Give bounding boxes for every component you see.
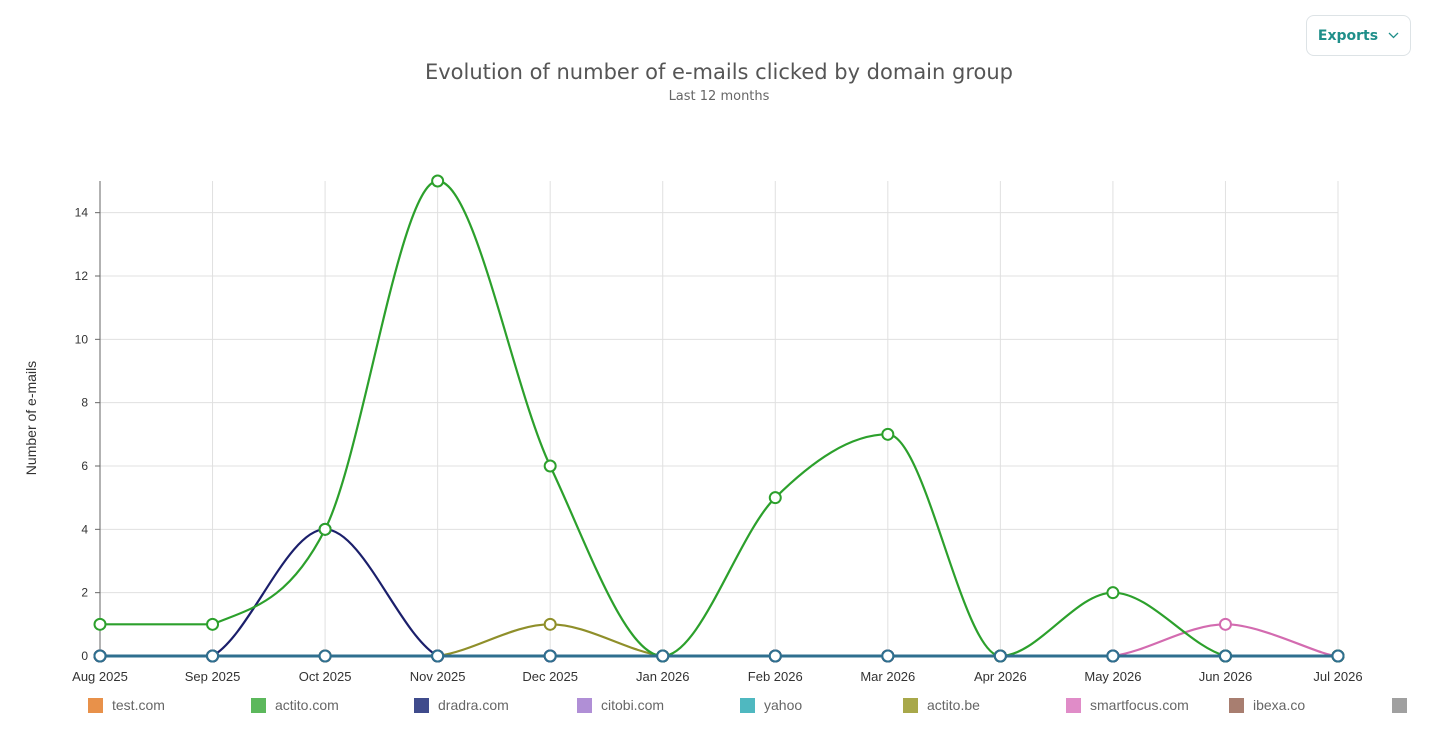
legend-item[interactable]: actito.com [251, 696, 339, 714]
legend-swatch [251, 697, 266, 713]
legend-item[interactable]: test.com [88, 696, 165, 714]
legend-label: yahoo [764, 697, 803, 713]
exports-button[interactable]: Exports [1306, 15, 1411, 56]
legend-label: ibexa.co [1253, 697, 1306, 713]
y-axis-label: Number of e-mails [23, 361, 39, 475]
y-tick-label: 14 [75, 206, 89, 220]
chart-subtitle: Last 12 months [668, 89, 770, 104]
legend-label: dradra.com [438, 697, 509, 713]
data-point [93, 649, 107, 663]
y-tick-label: 0 [81, 649, 88, 663]
legend-swatch [740, 697, 755, 713]
y-tick-label: 10 [75, 332, 89, 346]
y-tick-label: 4 [81, 522, 88, 536]
data-point [1106, 649, 1120, 663]
x-tick-label: Aug 2025 [72, 669, 128, 684]
data-point [1331, 649, 1345, 663]
legend-label: test.com [112, 697, 165, 713]
legend-swatch [577, 697, 592, 713]
data-point [543, 617, 557, 631]
y-tick-label: 12 [75, 269, 89, 283]
data-point [431, 649, 445, 663]
chevron-down-icon [1388, 32, 1399, 39]
x-tick-label: Nov 2025 [410, 669, 466, 684]
x-tick-label: Dec 2025 [522, 669, 578, 684]
series-line [100, 623, 1338, 658]
chart-legend: test.com actito.com dradra.com citobi.com ya… [88, 696, 1418, 716]
data-point [93, 617, 107, 631]
x-tick-label: May 2026 [1084, 669, 1141, 684]
y-tick-label: 6 [81, 459, 88, 473]
data-point [318, 522, 332, 536]
chart-series [93, 174, 1345, 663]
legend-item[interactable]: citobi.com [577, 696, 664, 714]
x-tick-label: Oct 2025 [299, 669, 352, 684]
legend-swatch [1229, 697, 1244, 713]
legend-label: actito.com [275, 697, 339, 713]
x-tick-label: Mar 2026 [860, 669, 915, 684]
y-tick-label: 2 [81, 586, 88, 600]
legend-swatch [414, 697, 429, 713]
legend-item[interactable]: smartfocus.com [1066, 696, 1189, 714]
data-point [768, 491, 782, 505]
x-tick-label: Jun 2026 [1199, 669, 1253, 684]
legend-label: citobi.com [601, 697, 665, 713]
data-point [318, 649, 332, 663]
series-line [100, 623, 1339, 658]
data-point [881, 649, 895, 663]
x-tick-label: Jul 2026 [1313, 669, 1362, 684]
data-point [1218, 649, 1232, 663]
data-point [656, 649, 670, 663]
series-unnamed [93, 649, 1345, 663]
chart-axes: 0 2 4 6 8 10 12 14 Aug 2025 Sep 2025 Oct 2025 Nov 2… [72, 181, 1363, 684]
data-point [768, 649, 782, 663]
chart-title: Evolution of number of e-mails clicked b… [424, 60, 1013, 84]
legend-swatch [1392, 697, 1407, 713]
data-point [543, 649, 557, 663]
legend-item[interactable] [1392, 696, 1407, 714]
legend-swatch [88, 697, 103, 713]
data-point [431, 174, 445, 188]
legend-item[interactable]: dradra.com [414, 696, 509, 714]
data-point [1218, 617, 1232, 631]
data-point [993, 649, 1007, 663]
legend-item[interactable]: actito.be [903, 696, 980, 714]
legend-label: actito.be [927, 697, 980, 713]
legend-item[interactable]: yahoo [740, 696, 802, 714]
data-point [881, 427, 895, 441]
legend-item[interactable]: ibexa.co [1229, 696, 1305, 714]
series-actito-com [93, 174, 1345, 663]
legend-swatch [903, 697, 918, 713]
legend-label: smartfocus.com [1090, 697, 1189, 713]
data-point [206, 617, 220, 631]
x-tick-label: Jan 2026 [636, 669, 690, 684]
x-tick-label: Sep 2025 [185, 669, 241, 684]
x-tick-label: Feb 2026 [748, 669, 803, 684]
y-tick-label: 8 [81, 396, 88, 410]
data-point [206, 649, 220, 663]
series-line [100, 179, 1338, 658]
x-tick-label: Apr 2026 [974, 669, 1027, 684]
exports-label: Exports [1317, 27, 1379, 44]
data-point [1106, 586, 1120, 600]
data-point [543, 459, 557, 473]
legend-swatch [1066, 697, 1081, 713]
